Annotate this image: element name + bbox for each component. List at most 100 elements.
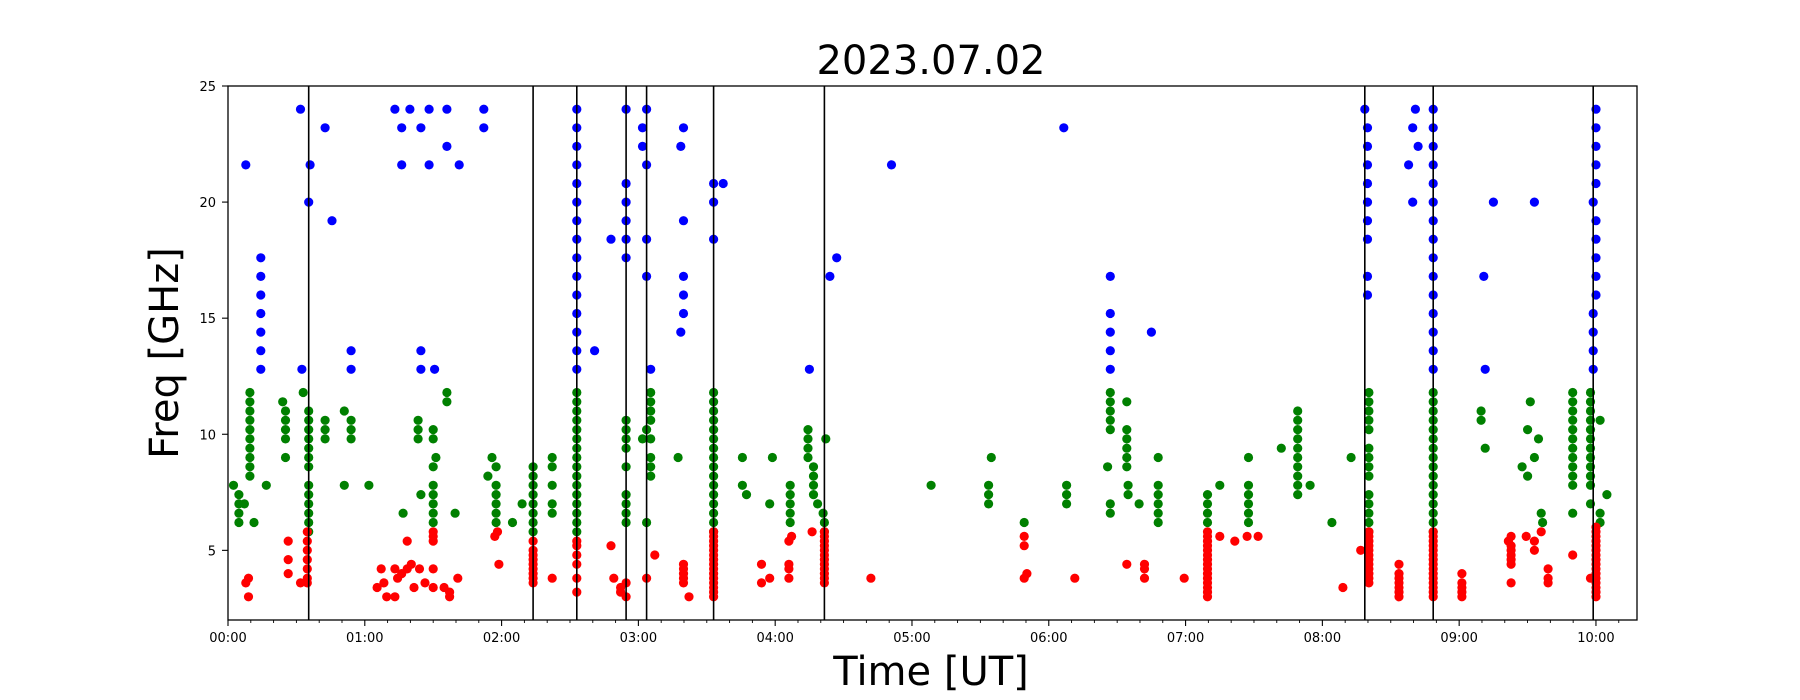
data-point xyxy=(1153,480,1163,490)
data-point xyxy=(1293,480,1303,490)
data-point xyxy=(1568,462,1578,472)
data-point xyxy=(302,564,312,574)
data-point xyxy=(1364,508,1374,518)
data-point xyxy=(1215,480,1225,490)
data-point xyxy=(428,480,438,490)
data-point xyxy=(825,271,835,281)
data-point xyxy=(1202,490,1213,500)
data-point xyxy=(808,490,819,500)
data-point xyxy=(1153,517,1163,528)
data-point xyxy=(547,462,557,472)
data-point xyxy=(741,490,752,500)
data-point xyxy=(346,434,356,444)
data-point xyxy=(1595,415,1605,425)
x-axis-ticks: 00:00 01:00 02:00 03:00 04:00 05:00 06:00 07:00… xyxy=(209,620,1620,646)
data-point xyxy=(416,490,426,500)
data-point xyxy=(491,490,501,500)
y-tick-label: 10 xyxy=(199,428,216,443)
data-point xyxy=(646,471,656,481)
data-point xyxy=(431,452,441,463)
data-point xyxy=(397,160,407,170)
data-point xyxy=(678,216,689,226)
data-point xyxy=(1364,471,1374,481)
data-point xyxy=(280,415,291,425)
data-point xyxy=(1480,364,1490,374)
x-axis-label: Time [UT] xyxy=(832,649,1029,695)
data-point xyxy=(280,406,291,416)
data-point xyxy=(785,490,795,500)
data-point xyxy=(646,415,656,425)
x-tick-label: 08:00 xyxy=(1304,631,1341,646)
data-point xyxy=(424,160,434,170)
data-point xyxy=(1476,406,1486,416)
data-point xyxy=(646,387,656,398)
x-tick-label: 03:00 xyxy=(620,631,657,646)
x-tick-label: 02:00 xyxy=(483,631,520,646)
data-point xyxy=(1457,569,1467,579)
data-point xyxy=(1105,364,1115,374)
data-point xyxy=(1533,434,1544,444)
data-point xyxy=(676,327,686,337)
data-point xyxy=(1123,480,1133,490)
data-point xyxy=(409,582,419,593)
data-point xyxy=(241,160,251,170)
y-axis-ticks: 5 10 15 20 25 xyxy=(199,80,228,559)
data-point xyxy=(678,578,689,588)
data-point xyxy=(245,415,255,425)
data-point xyxy=(678,123,689,133)
data-point xyxy=(1243,499,1254,509)
data-point xyxy=(491,462,501,472)
data-point xyxy=(414,564,425,574)
data-point xyxy=(1404,160,1414,170)
data-point xyxy=(1538,517,1548,528)
data-point xyxy=(405,104,415,114)
data-point xyxy=(1394,559,1404,569)
data-point xyxy=(785,517,795,528)
data-point xyxy=(428,536,438,546)
data-point xyxy=(346,415,356,425)
data-point xyxy=(320,415,330,425)
data-point xyxy=(984,490,994,500)
data-point xyxy=(283,536,293,546)
data-point xyxy=(1122,434,1132,444)
data-point xyxy=(1146,327,1156,337)
data-point xyxy=(280,452,291,463)
data-point xyxy=(785,480,795,490)
data-point xyxy=(1202,508,1213,518)
data-point xyxy=(398,508,408,518)
data-point xyxy=(1364,578,1374,588)
x-tick-label: 07:00 xyxy=(1167,631,1204,646)
data-point xyxy=(1105,397,1115,407)
data-point xyxy=(803,434,813,444)
data-point xyxy=(428,564,438,574)
data-point xyxy=(239,499,249,509)
data-point xyxy=(678,271,689,281)
data-point xyxy=(1123,490,1133,500)
data-point xyxy=(245,434,255,444)
data-point xyxy=(1525,397,1535,407)
data-point xyxy=(430,364,440,374)
data-point xyxy=(1293,452,1303,463)
data-point xyxy=(1105,308,1115,319)
data-point xyxy=(245,471,255,481)
data-point xyxy=(1293,434,1303,444)
data-point xyxy=(1293,471,1303,481)
data-point xyxy=(1276,443,1286,453)
data-point xyxy=(364,480,374,490)
data-point xyxy=(413,434,423,444)
y-tick-label: 5 xyxy=(208,544,216,559)
data-point xyxy=(1293,490,1303,500)
data-point xyxy=(1568,508,1578,518)
data-point xyxy=(1529,197,1539,207)
data-point xyxy=(787,531,797,542)
data-point xyxy=(249,517,259,528)
data-point xyxy=(428,434,438,444)
data-point xyxy=(765,573,775,583)
data-point xyxy=(1506,531,1516,542)
data-point xyxy=(428,490,438,500)
data-point xyxy=(986,452,996,463)
data-point xyxy=(479,123,489,133)
y-axis-label: Freq [GHz] xyxy=(142,247,188,459)
data-point xyxy=(320,434,330,444)
data-point xyxy=(1364,490,1374,500)
